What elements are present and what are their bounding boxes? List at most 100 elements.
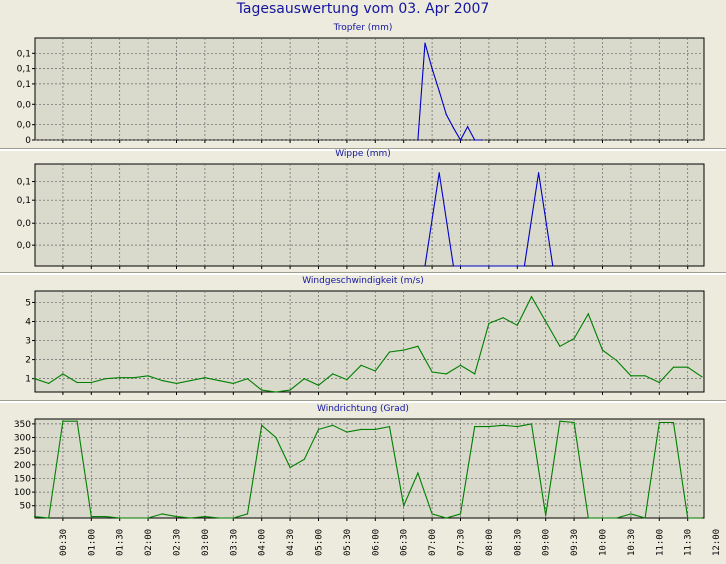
data-point [672,421,675,424]
y-tick-label: 0,1 [17,80,31,90]
chart-title: Windrichtung (Grad) [317,404,409,414]
data-point [104,516,107,518]
data-point [616,517,618,519]
chart-panel-1: Tropfer (mm) 0,1 0,1 0,1 0,0 0,0 0 [17,23,705,146]
data-point [502,317,504,319]
y-tick-label: 0,0 [17,241,32,251]
data-point [687,366,689,368]
y-tick-label: 5 [25,298,31,308]
y-tick-label: 150 [14,474,31,484]
y-tick-label: 3 [25,337,31,347]
data-point [246,513,249,515]
data-point [431,513,433,515]
x-tick-label: 05:30 [343,529,353,556]
data-point [672,366,675,368]
data-point [332,424,334,426]
x-tick-label: 08:30 [513,529,523,556]
data-point [431,68,433,70]
x-tick-label: 04:30 [286,529,296,556]
data-point [417,345,419,347]
x-tick-label: 11:00 [655,529,665,556]
data-point [516,324,518,326]
y-tick-label: 50 [20,502,32,512]
data-point [175,382,178,385]
data-point [90,381,92,384]
data-point [403,505,405,507]
data-point [161,513,163,515]
data-point [424,42,426,44]
x-tick-label: 07:00 [428,529,438,556]
data-point [232,382,234,385]
data-point [218,379,220,382]
data-point [104,378,107,380]
data-point [289,466,291,469]
data-point [481,139,483,141]
plot-area [34,290,705,393]
x-tick-label: 00:30 [59,529,69,556]
data-point [445,113,447,116]
x-tick-label: 08:00 [485,529,495,556]
data-point [332,373,334,375]
data-point [204,377,206,379]
x-tick-label: 05:00 [315,529,325,556]
data-point [275,436,277,439]
data-point [587,517,589,519]
data-point [488,322,490,324]
data-point [452,127,454,129]
data-point [538,172,540,174]
data-point [530,423,533,425]
data-point [616,359,618,362]
data-point [452,265,454,267]
data-point [90,516,92,518]
y-tick-label: 0,1 [17,178,31,188]
data-point [317,428,320,430]
data-point [552,265,554,267]
data-point [246,378,249,380]
data-point [360,428,362,430]
data-point [417,139,419,141]
data-point [545,514,547,516]
chart-title: Windgeschwindigkeit (m/s) [302,276,424,286]
plot-area [34,37,705,141]
x-tick-label: 06:00 [371,529,381,556]
data-point [76,381,78,384]
data-point [502,424,504,426]
y-tick-label: 100 [14,488,31,498]
data-point [190,517,192,519]
data-point [701,376,703,378]
data-point [474,426,476,428]
data-point [147,375,149,377]
data-point [303,458,305,460]
data-point [445,373,447,375]
data-point [438,172,440,174]
data-point [119,377,121,379]
data-point [467,126,469,128]
data-point [161,379,163,382]
data-point [516,426,518,428]
data-point [388,351,391,353]
x-tick-label: 09:30 [570,529,580,556]
data-point [459,364,462,366]
x-tick-label: 03:00 [201,529,211,556]
data-point [431,371,433,373]
chart-panel-4: Windrichtung (Grad) 50 100 150 200 250 300 350 0… [0,400,726,556]
data-point [33,516,36,518]
chart-panel-3: Windgeschwindigkeit (m/s) 1 2 3 4 5 [0,272,726,395]
plot-area [34,163,705,267]
y-tick-label: 0,0 [17,121,32,131]
y-tick-label: 1 [25,375,31,385]
y-tick-label: 4 [25,317,31,327]
data-point [133,377,135,379]
y-tick-label: 250 [14,447,31,457]
data-point [317,384,320,386]
data-point [573,338,575,340]
plot-area [34,418,705,519]
x-tick-label: 02:00 [144,529,154,556]
data-point [630,513,632,515]
x-tick-label: 11:30 [684,529,694,556]
x-tick-label: 03:30 [229,529,239,556]
data-point [424,265,426,267]
data-point [644,375,646,377]
data-point [62,373,64,375]
data-point [360,364,362,366]
